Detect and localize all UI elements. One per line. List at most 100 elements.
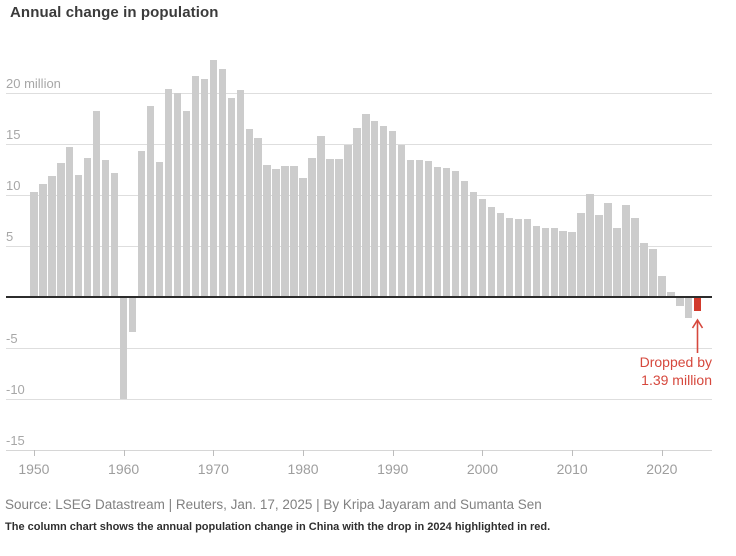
bar: [92, 110, 101, 297]
y-axis-label: 15: [6, 127, 21, 142]
bar: [389, 130, 397, 297]
bar: [568, 231, 576, 297]
x-axis-label: 2000: [466, 461, 499, 477]
bar: [299, 178, 307, 297]
bar: [451, 170, 460, 297]
y-axis-label: 20 million: [6, 76, 61, 91]
bar: [281, 165, 289, 297]
x-axis-label: 1950: [18, 461, 50, 477]
bar: [514, 219, 523, 297]
bar: [371, 120, 379, 297]
drop-annotation: Dropped by 1.39 million: [640, 353, 712, 389]
gridline: [6, 450, 712, 451]
x-axis-label: 1980: [287, 461, 319, 477]
bar: [317, 135, 325, 297]
x-axis-tick: [303, 450, 305, 456]
bar: [487, 206, 496, 297]
bar: [595, 214, 603, 297]
gridline: [6, 348, 712, 349]
x-axis-label: 2010: [556, 461, 588, 477]
bar: [362, 114, 370, 297]
x-axis-label: 1970: [197, 461, 229, 477]
y-axis-label: -5: [6, 331, 18, 346]
bar: [164, 89, 173, 297]
bar: [66, 147, 74, 297]
bar: [460, 181, 469, 297]
y-axis-label: 5: [6, 229, 14, 244]
bar: [218, 68, 226, 297]
bar: [245, 128, 253, 297]
bar: [263, 164, 271, 297]
bar: [254, 137, 262, 297]
annotation-line1: Dropped by: [639, 354, 712, 370]
bar: [272, 168, 280, 297]
source-line: Source: LSEG Datastream | Reuters, Jan. …: [5, 497, 542, 512]
bar: [344, 144, 352, 297]
gridline: [6, 93, 712, 94]
x-axis-label: 1960: [108, 461, 140, 477]
bar: [586, 194, 594, 297]
bar: [550, 228, 558, 297]
x-axis-tick: [572, 450, 574, 456]
x-axis-tick: [33, 450, 35, 456]
x-axis-tick: [213, 450, 215, 456]
bar: [658, 276, 666, 297]
bar: [559, 230, 567, 297]
bar: [685, 297, 693, 319]
bar: [236, 89, 244, 297]
bar: [200, 79, 209, 297]
bar: [631, 217, 639, 297]
x-axis-label: 2020: [646, 461, 678, 477]
y-axis-label: 10: [6, 178, 21, 193]
bar: [308, 157, 316, 297]
bar-highlighted: [694, 297, 702, 312]
bar: [326, 158, 334, 297]
bar: [173, 92, 182, 297]
bar: [406, 159, 415, 297]
bar: [478, 199, 487, 297]
x-axis-label: 1990: [377, 461, 409, 477]
x-axis-tick: [482, 450, 484, 456]
bar: [101, 160, 110, 297]
bar: [30, 192, 38, 297]
bar: [110, 173, 119, 297]
bar: [469, 192, 478, 297]
bar: [84, 157, 92, 297]
bar: [290, 166, 298, 297]
up-arrow-icon: [691, 317, 704, 359]
bar: [649, 249, 657, 297]
bar: [640, 242, 648, 297]
annotation-line2: 1.39 million: [641, 372, 712, 388]
bar: [667, 292, 675, 297]
bar: [75, 174, 83, 297]
bar: [398, 145, 406, 297]
bar: [57, 162, 65, 297]
bar: [541, 227, 549, 297]
caption: The column chart shows the annual popula…: [5, 521, 551, 533]
bar: [532, 226, 540, 297]
bar: [48, 176, 56, 297]
x-axis-tick: [123, 450, 125, 456]
bar: [442, 167, 451, 297]
bar: [505, 218, 514, 297]
bar: [119, 297, 128, 399]
bar: [128, 297, 137, 333]
bar: [380, 125, 388, 297]
bar: [496, 212, 505, 297]
bar: [676, 297, 684, 306]
bar: [227, 98, 235, 297]
bar: [155, 161, 164, 297]
bar: [424, 161, 433, 297]
y-axis-label: -10: [6, 382, 25, 397]
x-axis-tick: [661, 450, 663, 456]
bar: [613, 227, 621, 297]
bar: [433, 167, 442, 297]
bar: [146, 105, 155, 297]
x-axis-tick: [392, 450, 394, 456]
bar: [39, 184, 47, 297]
bar: [604, 203, 612, 297]
bar: [209, 60, 217, 297]
bar: [415, 159, 424, 297]
